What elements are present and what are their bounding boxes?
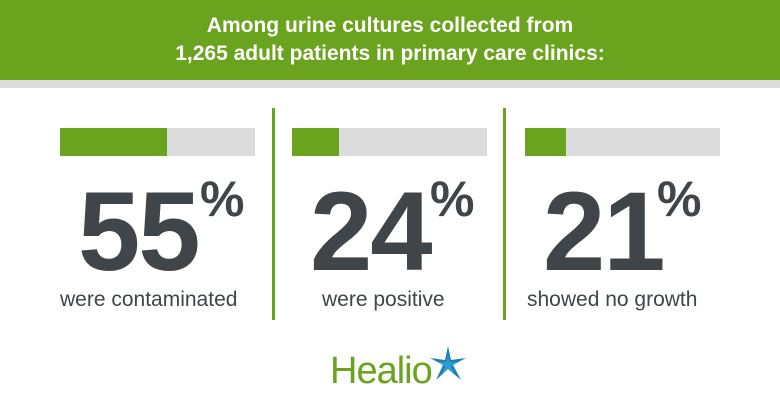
stat-value: 55: [78, 169, 201, 294]
stat-label: were positive: [322, 288, 445, 311]
stat-value: 21: [543, 169, 666, 294]
stat-contaminated: 55 % were contaminated: [60, 128, 300, 318]
header-line-1: Among urine cultures collected from: [206, 14, 574, 37]
progress-track: [525, 128, 720, 156]
percent-sign: %: [200, 171, 245, 227]
header-line-2: 1,265 adult patients in primary care cli…: [175, 42, 605, 65]
stat-label: showed no growth: [527, 288, 698, 311]
progress-track: [292, 128, 487, 156]
progress-fill: [525, 128, 566, 156]
header-banner: Among urine cultures collected from 1,26…: [0, 0, 780, 80]
column-divider-2: [503, 108, 506, 320]
stat-positive: 24 % were positive: [292, 128, 532, 318]
progress-track: [60, 128, 255, 156]
percent-sign: %: [657, 171, 702, 227]
header-stripe: [0, 80, 780, 88]
logo-wordmark: Healio: [330, 350, 433, 392]
progress-fill: [292, 128, 339, 156]
column-divider-1: [272, 108, 275, 320]
percent-sign: %: [430, 171, 475, 227]
stat-label: were contaminated: [60, 288, 238, 311]
stat-value: 24: [310, 169, 433, 294]
stat-no-growth: 21 % showed no growth: [525, 128, 765, 318]
star-burst-icon: [430, 346, 466, 380]
progress-fill: [60, 128, 168, 156]
healio-logo: Healio: [330, 346, 480, 392]
